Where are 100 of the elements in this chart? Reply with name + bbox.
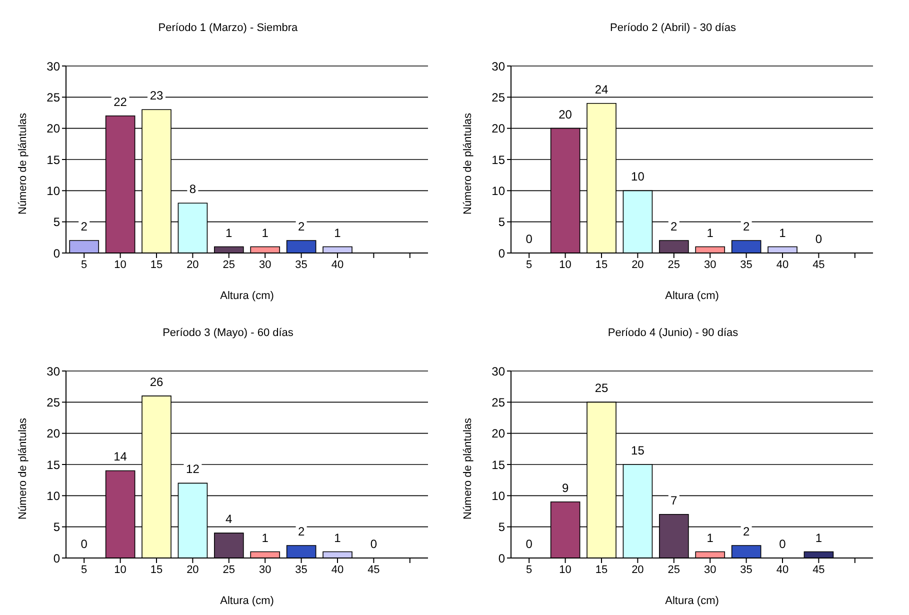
y-axis-title: Número de plántulas: [16, 417, 29, 520]
data-label: 24: [594, 82, 608, 96]
chart-title: Período 3 (Mayo) - 60 días: [162, 327, 294, 341]
x-tick-label: 5: [526, 258, 532, 271]
data-label: 15: [631, 444, 645, 458]
data-label: 2: [670, 220, 678, 234]
data-label: 0: [779, 537, 786, 551]
chart-title: Período 2 (Abril) - 30 días: [609, 22, 737, 36]
x-tick-label: 45: [812, 258, 825, 271]
y-tick-label: 30: [492, 364, 506, 378]
y-tick-label: 10: [46, 184, 60, 198]
x-tick-label: 35: [740, 564, 752, 576]
data-label: 10: [631, 170, 645, 184]
data-label: 22: [114, 94, 128, 109]
x-axis-title: Altura (cm): [220, 290, 274, 302]
x-tick-label: 10: [114, 258, 126, 271]
x-tick-label: 40: [776, 258, 789, 271]
x-tick-label: 20: [632, 564, 644, 576]
y-tick-label: 0: [498, 551, 506, 566]
data-label: 7: [670, 493, 678, 508]
y-tick-label: 25: [492, 90, 506, 104]
data-label: 4: [226, 512, 233, 526]
y-axis-title: Número de plántulas: [16, 112, 29, 214]
data-label: 1: [706, 226, 714, 240]
data-label: 2: [298, 524, 305, 539]
x-tick-label: 15: [150, 564, 163, 576]
data-label: 1: [226, 226, 233, 240]
data-label: 1: [262, 226, 269, 240]
x-tick-label: 5: [81, 258, 88, 271]
x-tick-label: 40: [331, 258, 344, 271]
y-axis-title: Número de plántulas: [462, 417, 474, 520]
x-tick-label: 30: [258, 564, 272, 576]
x-tick-label: 25: [668, 564, 680, 576]
data-label: 2: [298, 220, 305, 234]
y-tick-label: 25: [46, 90, 60, 104]
data-label: 1: [334, 226, 342, 240]
x-tick-label: 10: [559, 564, 572, 576]
y-tick-label: 20: [492, 122, 506, 136]
y-tick-label: 0: [498, 246, 506, 260]
data-label: 1: [334, 530, 342, 545]
data-label: 14: [114, 450, 128, 464]
y-tick-label: 25: [46, 395, 60, 410]
data-label: 1: [779, 226, 786, 240]
data-label: 8: [189, 182, 196, 196]
data-label: 23: [150, 88, 164, 103]
x-tick-label: 10: [114, 564, 126, 576]
data-label: 1: [262, 530, 269, 545]
data-label: 2: [80, 220, 88, 234]
y-tick-label: 30: [46, 59, 60, 74]
data-label: 0: [815, 232, 822, 246]
y-axis-title: Número de plántulas: [462, 112, 474, 214]
y-tick-label: 20: [46, 426, 60, 441]
x-tick-label: 45: [368, 564, 380, 576]
y-tick-label: 30: [46, 364, 60, 378]
x-tick-label: 20: [186, 258, 199, 271]
data-label: 0: [526, 537, 533, 551]
chart-title: Período 1 (Marzo) - Siembra: [157, 22, 299, 36]
x-tick-label: 35: [740, 258, 752, 271]
x-tick-label: 35: [295, 564, 308, 576]
y-tick-label: 30: [492, 59, 506, 74]
x-tick-label: 5: [81, 564, 88, 576]
data-label: 2: [742, 220, 750, 234]
x-tick-label: 45: [812, 564, 825, 576]
x-tick-label: 5: [526, 564, 532, 576]
x-axis-title: Altura (cm): [665, 290, 719, 302]
data-label: 2: [742, 524, 750, 539]
y-tick-label: 5: [53, 520, 60, 534]
y-tick-label: 5: [498, 520, 506, 534]
y-tick-label: 20: [492, 426, 506, 441]
x-tick-label: 25: [222, 258, 236, 271]
y-tick-label: 0: [53, 246, 60, 260]
x-tick-label: 15: [150, 258, 163, 271]
y-tick-label: 15: [46, 458, 60, 472]
y-tick-label: 15: [492, 152, 506, 167]
x-axis-title: Altura (cm): [220, 595, 274, 607]
x-tick-label: 30: [704, 564, 716, 576]
data-label: 9: [562, 480, 569, 495]
y-tick-label: 5: [498, 215, 506, 230]
data-label: 1: [706, 530, 714, 545]
x-tick-label: 20: [186, 564, 199, 576]
x-axis-title: Altura (cm): [665, 595, 719, 607]
y-tick-label: 25: [492, 395, 506, 410]
y-tick-label: 5: [53, 215, 60, 230]
x-tick-label: 30: [704, 258, 716, 271]
x-tick-label: 15: [595, 564, 608, 576]
y-tick-label: 0: [53, 551, 60, 566]
data-label: 20: [558, 107, 572, 122]
y-tick-label: 10: [492, 184, 506, 198]
data-label: 1: [815, 530, 822, 545]
data-label: 0: [80, 537, 88, 551]
x-tick-label: 40: [776, 564, 789, 576]
y-tick-label: 20: [46, 122, 60, 136]
x-tick-label: 35: [295, 258, 308, 271]
x-tick-label: 30: [258, 258, 272, 271]
y-tick-label: 10: [46, 488, 60, 503]
data-label: 12: [186, 462, 200, 476]
data-label: 0: [526, 232, 533, 246]
x-tick-label: 25: [668, 258, 680, 271]
x-tick-label: 40: [331, 564, 344, 576]
data-label: 0: [370, 537, 378, 551]
